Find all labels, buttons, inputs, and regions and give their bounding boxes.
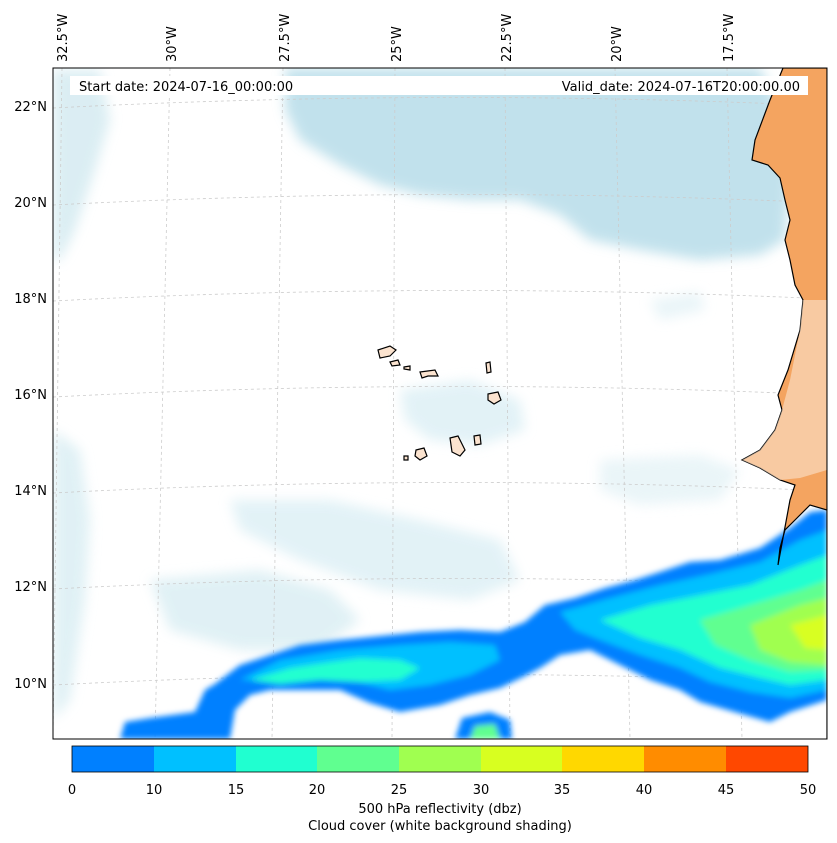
cloud-patch-lower-center bbox=[230, 500, 520, 600]
header-box bbox=[70, 76, 808, 95]
colorbar-swatch bbox=[562, 746, 644, 772]
lon-label: 17.5°W bbox=[722, 14, 737, 62]
lon-label: 25°W bbox=[390, 26, 405, 62]
cloud-cover-layer bbox=[53, 68, 790, 720]
cape-verde-islands bbox=[377, 345, 502, 461]
lat-label: 16°N bbox=[14, 388, 47, 403]
lat-label: 22°N bbox=[14, 100, 47, 115]
colorbar-swatch bbox=[726, 746, 808, 772]
lon-label: 32.5°W bbox=[56, 14, 71, 62]
parallel-16n bbox=[53, 386, 827, 398]
colorbar-sublabel: Cloud cover (white background shading) bbox=[308, 819, 572, 834]
meridian-22-5w bbox=[504, 68, 511, 739]
parallel-18n bbox=[53, 290, 827, 302]
lat-label: 12°N bbox=[14, 580, 47, 595]
reflectivity-band-30 bbox=[790, 615, 827, 650]
reflectivity-cell-south-inner bbox=[470, 724, 500, 739]
island-santa-luzia bbox=[403, 365, 411, 371]
meridian-32-5w bbox=[53, 68, 63, 739]
cloud-band-north bbox=[285, 68, 790, 260]
parallel-20n bbox=[53, 194, 827, 206]
meridian-30w bbox=[154, 68, 171, 739]
island-boa-vista bbox=[487, 391, 502, 405]
cloud-patch-west-south bbox=[53, 430, 90, 720]
colorbar-tick: 25 bbox=[391, 783, 408, 798]
island-sao-vicente bbox=[389, 359, 401, 367]
parallel-12n bbox=[53, 578, 827, 590]
colorbar-border bbox=[71, 745, 809, 773]
colorbar-swatch bbox=[481, 746, 562, 772]
colorbar-swatch bbox=[236, 746, 317, 772]
island-santiago bbox=[449, 435, 466, 457]
meridian-27-5w bbox=[271, 68, 284, 739]
parallel-22n bbox=[53, 97, 827, 109]
colorbar-tick: 30 bbox=[473, 783, 490, 798]
colorbar-tick: 0 bbox=[68, 783, 76, 798]
reflectivity-layer bbox=[120, 510, 827, 739]
africa-coast-fade bbox=[742, 300, 827, 480]
parallel-10n bbox=[53, 674, 827, 686]
colorbar-tick: 10 bbox=[146, 783, 163, 798]
start-date-label: Start date: 2024-07-16_00:00:00 bbox=[79, 80, 293, 95]
island-sao-nicolau bbox=[419, 369, 439, 379]
island-brava bbox=[403, 455, 409, 461]
island-maio bbox=[473, 434, 482, 446]
lon-label: 20°W bbox=[610, 26, 625, 62]
colorbar: 0 10 15 20 25 30 35 40 45 50 500 hPa ref… bbox=[68, 745, 817, 834]
colorbar-swatch bbox=[72, 746, 154, 772]
colorbar-tick: 40 bbox=[636, 783, 653, 798]
map-border bbox=[52, 67, 828, 740]
colorbar-tick: 35 bbox=[554, 783, 571, 798]
colorbar-swatch bbox=[154, 746, 236, 772]
colorbar-swatch bbox=[644, 746, 726, 772]
colorbar-tick: 20 bbox=[309, 783, 326, 798]
reflectivity-band-15-west bbox=[250, 658, 420, 684]
cloud-patch-west bbox=[53, 70, 110, 260]
parallel-14n bbox=[53, 482, 827, 494]
lon-label: 22.5°W bbox=[500, 14, 515, 62]
lon-label: 30°W bbox=[165, 26, 180, 62]
lat-label: 14°N bbox=[14, 484, 47, 499]
meridian-25w bbox=[391, 68, 396, 739]
island-santo-antao bbox=[377, 345, 397, 359]
colorbar-label: 500 hPa reflectivity (dbz) bbox=[358, 802, 521, 817]
cloud-patch-east-coast bbox=[600, 455, 740, 505]
colorbar-swatch bbox=[317, 746, 399, 772]
lat-label: 18°N bbox=[14, 292, 47, 307]
colorbar-tick: 15 bbox=[228, 783, 245, 798]
cloud-patch-east-mid bbox=[650, 292, 705, 320]
island-sal bbox=[485, 361, 492, 374]
lon-label: 27.5°W bbox=[278, 14, 293, 62]
colorbar-tick: 50 bbox=[800, 783, 817, 798]
valid-date-label: Valid_date: 2024-07-16T20:00:00.00 bbox=[562, 80, 800, 95]
colorbar-tick: 45 bbox=[718, 783, 735, 798]
colorbar-swatch bbox=[399, 746, 481, 772]
lat-label: 10°N bbox=[14, 677, 47, 692]
island-fogo bbox=[414, 447, 428, 461]
lat-label: 20°N bbox=[14, 196, 47, 211]
cloud-patch-southwest bbox=[150, 570, 360, 650]
